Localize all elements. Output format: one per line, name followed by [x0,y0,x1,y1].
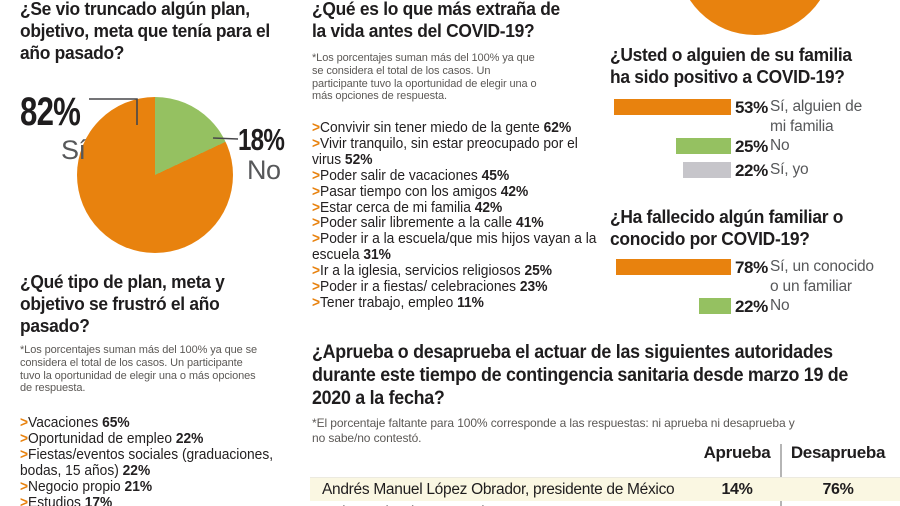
list-item: >Fiestas/eventos sociales (graduaciones,… [20,446,274,479]
list-item: >Vivir tranquilo, sin estar preocupado p… [312,135,578,168]
list-item: >Ir a la iglesia, servicios religiosos 2… [312,263,553,280]
chevron-bullet-icon: > [312,294,321,311]
bar [699,298,731,314]
list-item: >Pasar tiempo con los amigos 42% [312,183,529,200]
bar-chart-covid-deaths: 78% Sí, un conocido o un familiar 22% No [612,257,900,319]
question-5-title: ¿Ha fallecido algún familiar o conocido … [610,206,844,249]
question-3-title: ¿Qué es lo que más extraña de la vida an… [312,0,560,41]
list-item: >Poder ir a la escuela/que mis hijos vay… [312,231,597,264]
bar-row: 53% Sí, alguien de mi familia [612,98,900,135]
list-item: >Negocio propio 21% [20,478,153,495]
chevron-bullet-icon: > [20,446,29,463]
cropped-pie-top [677,0,833,35]
bar-row: 78% Sí, un conocido o un familiar [612,258,900,295]
list-item: >Estar cerca de mi familia 42% [312,199,503,216]
table-row: Andrés Manuel López Obrador, presidente … [310,477,900,501]
list-item: >Poder salir libremente a la calle 41% [312,215,544,232]
list-item: >Oportunidad de empleo 22% [20,430,204,447]
chevron-bullet-icon: > [312,183,321,200]
chevron-bullet-icon: > [312,120,321,136]
chevron-bullet-icon: > [312,135,321,152]
list-item: >Poder salir de vacaciones 45% [312,167,510,184]
bar [614,99,731,115]
question-1-title: ¿Se vio truncado algún plan, objetivo, m… [20,0,270,63]
pie-no-percent: 18% [238,122,285,157]
pie-si-percent: 82% [20,90,81,134]
question-2-title: ¿Qué tipo de plan, meta y objetivo se fr… [20,271,225,336]
chevron-bullet-icon: > [20,478,29,495]
pie-no-label: No [247,155,281,185]
bar [676,138,731,154]
frustrated-plans-list: >Vacaciones 65% >Oportunidad de empleo 2… [20,415,296,506]
bar-row: 22% Sí, yo [612,161,900,184]
bar-chart-covid-positive: 53% Sí, alguien de mi familia 25% No 22%… [612,96,900,186]
chevron-bullet-icon: > [20,430,29,447]
bar [683,162,731,178]
chevron-bullet-icon: > [312,167,321,184]
bar-row: 25% No [612,137,900,160]
chevron-bullet-icon: > [20,415,29,431]
pie-chart-truncated-plans [77,97,233,253]
list-item: >Tener trabajo, empleo 11% [312,294,484,311]
bar-row: 22% No [612,297,900,320]
list-item: >Vacaciones 65% [20,415,130,431]
list-item: >Convivir sin tener miedo de la gente 62… [312,120,572,136]
chevron-bullet-icon: > [312,263,321,280]
table-column-divider [780,444,782,506]
question-6-title: ¿Aprueba o desaprueba el actuar de las s… [312,342,849,409]
missed-life-list: >Convivir sin tener miedo de la gente 62… [312,120,608,312]
table-header-desaprueba: Desaprueba [790,443,886,462]
list-item: >Estudios 17% [20,494,296,506]
chevron-bullet-icon: > [312,199,321,216]
chevron-bullet-icon: > [312,231,321,248]
chevron-bullet-icon: > [312,215,321,232]
pie-si-label: Sí [61,135,86,165]
question-3-footnote: *Los porcentajes suman más del 100% ya q… [312,52,537,103]
bar [616,259,731,275]
chevron-bullet-icon: > [20,494,29,506]
question-6-footnote: *El porcentaje faltante para 100% corres… [312,416,795,445]
question-4-title: ¿Usted o alguien de su familia ha sido p… [610,44,852,87]
table-row: Gobernador de su Estado* 42% 39% [310,501,900,506]
table-header-aprueba: Aprueba [703,443,771,462]
chevron-bullet-icon: > [312,279,321,296]
list-item: >Poder ir a fiestas/ celebraciones 23% [312,279,548,296]
question-2-footnote: *Los porcentajes suman más del 100% ya q… [20,344,258,395]
